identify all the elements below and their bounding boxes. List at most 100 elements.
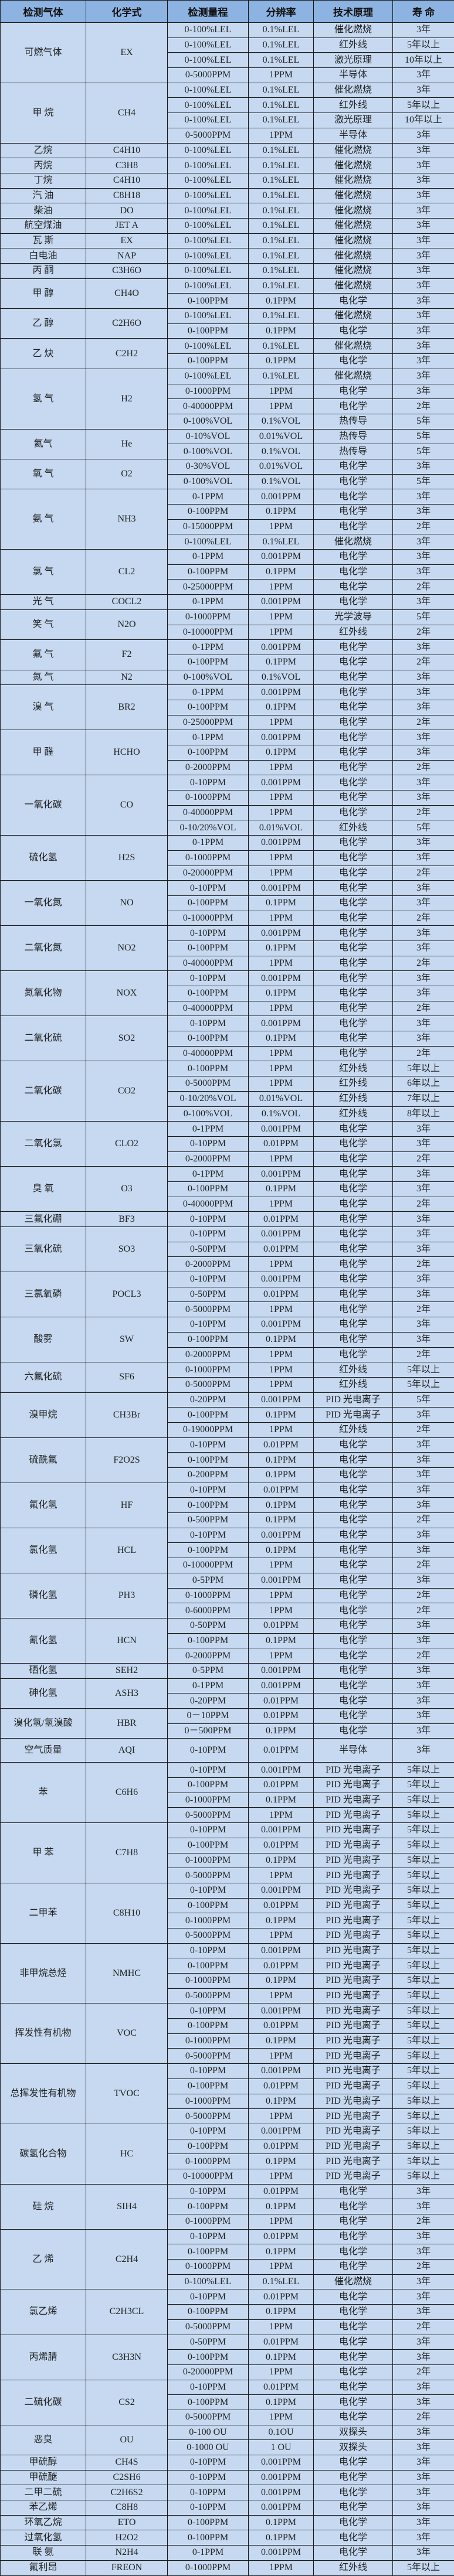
principle-cell: 电化学 — [314, 1136, 393, 1151]
lifespan-cell: 3年 — [393, 2395, 454, 2410]
lifespan-cell: 3年 — [393, 1212, 454, 1227]
lifespan-cell: 5年以上 — [393, 2078, 454, 2094]
formula-cell: SIH4 — [86, 2184, 168, 2229]
principle-cell: 电化学 — [314, 1498, 393, 1513]
range-cell: 0-10PPM — [168, 2470, 249, 2485]
range-cell: 0-10PPM — [168, 1763, 249, 1778]
principle-cell: 电化学 — [314, 1663, 393, 1678]
range-cell: 0-1PPM — [168, 1167, 249, 1182]
resolution-cell: 0.1PPM — [249, 1498, 314, 1513]
lifespan-cell: 2年 — [393, 1558, 454, 1573]
principle-cell: PID 光电离子 — [314, 1408, 393, 1423]
principle-cell: 电化学 — [314, 2335, 393, 2350]
range-cell: 0-100%VOL — [168, 474, 249, 489]
lifespan-cell: 3年 — [393, 339, 454, 354]
principle-cell: PID 光电离子 — [314, 1974, 393, 1989]
gas-name-cell: 瓦 斯 — [1, 233, 86, 248]
range-cell: 0-100PPM — [168, 1061, 249, 1076]
resolution-cell: 0.001PPM — [249, 836, 314, 851]
principle-cell: 催化燃烧 — [314, 143, 393, 158]
lifespan-cell: 3年 — [393, 218, 454, 233]
resolution-cell: 1PPM — [249, 1377, 314, 1392]
range-cell: 0-20000PPM — [168, 2364, 249, 2380]
range-cell: 0-10PPM — [168, 1437, 249, 1453]
principle-cell: 电化学 — [314, 1483, 393, 1498]
resolution-cell: 0.001PPM — [249, 1227, 314, 1242]
lifespan-cell: 5年 — [393, 444, 454, 459]
principle-cell: 电化学 — [314, 1257, 393, 1272]
range-cell: 0-10000PPM — [168, 1558, 249, 1573]
principle-cell: 催化燃烧 — [314, 339, 393, 354]
principle-cell: 电化学 — [314, 489, 393, 505]
formula-cell: SO3 — [86, 1227, 168, 1272]
range-cell: 0-100PPM — [168, 2019, 249, 2034]
principle-cell: 电化学 — [314, 640, 393, 655]
principle-cell: 红外线 — [314, 625, 393, 640]
range-cell: 0-100%VOL — [168, 414, 249, 429]
header-row: 检测气体 化学式 检测量程 分辨率 技术原理 寿 命 — [1, 1, 454, 23]
range-cell: 0-100%LEL — [168, 23, 249, 38]
principle-cell: 催化燃烧 — [314, 203, 393, 219]
range-cell: 0-5000PPM — [168, 1868, 249, 1883]
lifespan-cell: 3年 — [393, 1618, 454, 1633]
gas-name-cell: 硅 烷 — [1, 2184, 86, 2229]
principle-cell: 电化学 — [314, 911, 393, 926]
resolution-cell: 1PPM — [249, 866, 314, 881]
lifespan-cell: 5年 — [393, 1392, 454, 1408]
formula-cell: C2H6S2 — [86, 2485, 168, 2500]
principle-cell: 红外线 — [314, 1076, 393, 1092]
gas-name-cell: 硫酰氟 — [1, 1437, 86, 1483]
range-cell: 0-19000PPM — [168, 1422, 249, 1437]
principle-cell: 电化学 — [314, 1242, 393, 1257]
principle-cell: 电化学 — [314, 685, 393, 700]
lifespan-cell: 3年 — [393, 1122, 454, 1137]
gas-name-cell: 可燃气体 — [1, 23, 86, 83]
lifespan-cell: 3年 — [393, 2335, 454, 2350]
resolution-cell: 1PPM — [249, 2169, 314, 2184]
lifespan-cell: 3年 — [393, 203, 454, 219]
resolution-cell: 1PPM — [249, 2410, 314, 2425]
lifespan-cell: 3年 — [393, 489, 454, 505]
principle-cell: 电化学 — [314, 580, 393, 595]
range-cell: 0-10000PPM — [168, 625, 249, 640]
resolution-cell: 0.1%LEL — [249, 534, 314, 550]
lifespan-cell: 5年以上 — [393, 1898, 454, 1913]
resolution-cell: 1PPM — [249, 2319, 314, 2335]
lifespan-cell: 3年 — [393, 2199, 454, 2214]
formula-cell: C2SH6 — [86, 2470, 168, 2485]
principle-cell: 红外线 — [314, 1362, 393, 1378]
range-cell: 0-2000PPM — [168, 1257, 249, 1272]
formula-cell: C8H18 — [86, 188, 168, 203]
gas-name-cell: 过氧化氢 — [1, 2530, 86, 2546]
header-range: 检测量程 — [168, 1, 249, 23]
resolution-cell: 0.001PPM — [249, 1763, 314, 1778]
lifespan-cell: 2年 — [393, 715, 454, 730]
range-cell: 0-1PPM — [168, 685, 249, 700]
resolution-cell: 0.001PPM — [249, 1392, 314, 1408]
resolution-cell: 0.1PPM — [249, 2395, 314, 2410]
resolution-cell: 0.01PPM — [249, 1242, 314, 1257]
lifespan-cell: 3年 — [393, 264, 454, 279]
range-cell: 0-1000PPM — [168, 2033, 249, 2049]
formula-cell: HC — [86, 2124, 168, 2184]
lifespan-cell: 5年以上 — [393, 2139, 454, 2154]
lifespan-cell: 5年以上 — [393, 1988, 454, 2003]
principle-cell: PID 光电离子 — [314, 1823, 393, 1838]
lifespan-cell: 5年以上 — [393, 1823, 454, 1838]
gas-name-cell: 氰化氢 — [1, 1618, 86, 1663]
gas-name-cell: 酸雾 — [1, 1317, 86, 1362]
resolution-cell: 0.01PPM — [249, 2229, 314, 2244]
resolution-cell: 0.01PPM — [249, 1958, 314, 1974]
formula-cell: VOC — [86, 2003, 168, 2064]
resolution-cell: 0.01PPM — [249, 1212, 314, 1227]
range-cell: 0-10PPM — [168, 1528, 249, 1543]
formula-cell: N2H4 — [86, 2546, 168, 2561]
principle-cell: 电化学 — [314, 1528, 393, 1543]
resolution-cell: 0.001PPM — [249, 1823, 314, 1838]
